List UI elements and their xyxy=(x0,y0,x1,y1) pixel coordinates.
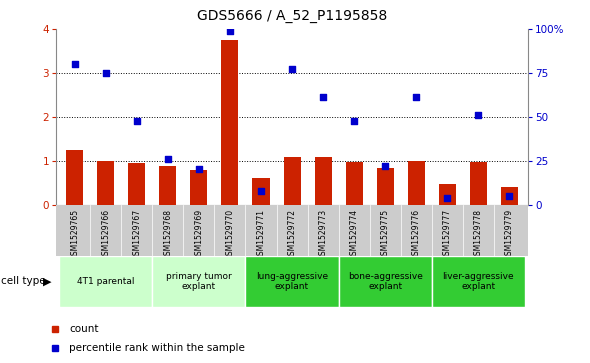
Text: GSM1529779: GSM1529779 xyxy=(505,209,514,260)
Bar xyxy=(253,178,270,205)
Bar xyxy=(59,256,152,307)
Bar xyxy=(470,162,487,205)
Text: GSM1529775: GSM1529775 xyxy=(381,209,390,260)
Point xyxy=(70,61,80,67)
Point xyxy=(101,70,110,76)
Text: GSM1529769: GSM1529769 xyxy=(194,209,204,260)
Text: 4T1 parental: 4T1 parental xyxy=(77,277,135,286)
Bar xyxy=(245,256,339,307)
Bar xyxy=(66,150,83,205)
Text: lung-aggressive
explant: lung-aggressive explant xyxy=(256,272,328,291)
Point xyxy=(163,156,172,162)
Point xyxy=(442,196,452,201)
Bar xyxy=(314,157,332,205)
Text: GSM1529772: GSM1529772 xyxy=(287,209,297,260)
Text: GSM1529771: GSM1529771 xyxy=(257,209,266,260)
Point xyxy=(319,94,328,100)
Point xyxy=(474,112,483,118)
Text: GSM1529770: GSM1529770 xyxy=(225,209,234,260)
Bar xyxy=(191,170,208,205)
Point xyxy=(225,28,235,34)
Bar xyxy=(159,166,176,205)
Point xyxy=(504,193,514,199)
Text: bone-aggressive
explant: bone-aggressive explant xyxy=(348,272,422,291)
Bar xyxy=(97,161,114,205)
Text: liver-aggressive
explant: liver-aggressive explant xyxy=(442,272,514,291)
Text: GSM1529766: GSM1529766 xyxy=(101,209,110,260)
Text: percentile rank within the sample: percentile rank within the sample xyxy=(69,343,245,352)
Bar xyxy=(439,184,456,205)
Bar xyxy=(346,162,363,205)
Point xyxy=(132,119,142,125)
Text: GSM1529774: GSM1529774 xyxy=(350,209,359,260)
Text: GSM1529773: GSM1529773 xyxy=(319,209,327,260)
Bar xyxy=(376,168,394,205)
Text: primary tumor
explant: primary tumor explant xyxy=(166,272,232,291)
Text: GSM1529768: GSM1529768 xyxy=(163,209,172,260)
Point xyxy=(194,166,204,172)
Text: GSM1529765: GSM1529765 xyxy=(70,209,79,260)
Bar xyxy=(284,157,300,205)
Text: GSM1529778: GSM1529778 xyxy=(474,209,483,260)
Bar xyxy=(501,187,518,205)
Text: GSM1529777: GSM1529777 xyxy=(443,209,452,260)
Bar xyxy=(408,161,425,205)
Text: GDS5666 / A_52_P1195858: GDS5666 / A_52_P1195858 xyxy=(197,9,387,23)
Point xyxy=(412,94,421,100)
Point xyxy=(381,163,390,169)
Text: GSM1529767: GSM1529767 xyxy=(132,209,141,260)
Bar xyxy=(128,163,145,205)
Point xyxy=(256,188,266,194)
Text: count: count xyxy=(69,324,99,334)
Text: cell type: cell type xyxy=(1,276,45,286)
Text: ▶: ▶ xyxy=(42,276,51,286)
Bar xyxy=(432,256,525,307)
Bar xyxy=(339,256,432,307)
Text: GSM1529776: GSM1529776 xyxy=(412,209,421,260)
Bar xyxy=(221,40,238,205)
Point xyxy=(287,66,297,72)
Point xyxy=(349,119,359,125)
Bar xyxy=(152,256,245,307)
